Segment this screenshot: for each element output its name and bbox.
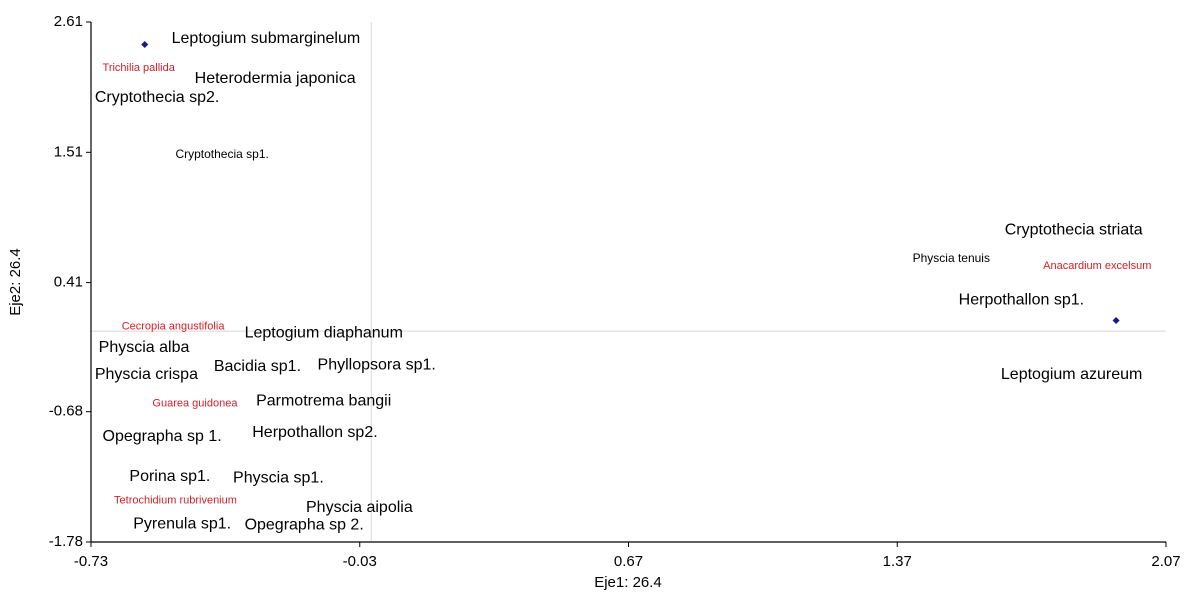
point-label: Heterodermia japonica — [195, 70, 356, 87]
x-tick-label: 2.07 — [1151, 553, 1180, 570]
point — [141, 40, 149, 49]
point-label: Leptogium submarginelum — [172, 30, 361, 47]
point-label: Phyllopsora sp1. — [318, 357, 436, 374]
x-tick-label: -0.03 — [343, 553, 377, 570]
point-label: Physcia alba — [99, 339, 190, 356]
point-label: Herpothallon sp2. — [252, 424, 377, 441]
point-label: Physcia tenuis — [913, 251, 990, 265]
point-label: Bacidia sp1. — [214, 358, 301, 375]
point-label: Pyrenula sp1. — [133, 515, 231, 532]
point-label: Trichilia pallida — [103, 62, 176, 74]
point-label: Anacardium excelsum — [1043, 260, 1151, 272]
point-label: Opegrapha sp 2. — [245, 517, 364, 534]
point — [1112, 316, 1120, 325]
point-label: Cryptothecia striata — [1005, 222, 1143, 239]
point-label: Physcia sp1. — [233, 469, 324, 486]
y-tick-label: 0.41 — [54, 274, 83, 291]
point-label: Leptogium diaphanum — [245, 325, 403, 342]
x-tick-label: 0.67 — [614, 553, 643, 570]
point-label: Physcia crispa — [95, 366, 198, 383]
y-axis-label: Eje2: 26.4 — [7, 248, 24, 316]
point-label: Porina sp1. — [129, 468, 210, 485]
x-tick-label: -0.73 — [74, 553, 108, 570]
point-label: Herpothallon sp1. — [959, 292, 1084, 309]
y-tick-label: 2.61 — [54, 13, 83, 30]
y-tick-label: 1.51 — [54, 143, 83, 160]
point-label: Leptogium azureum — [1001, 366, 1142, 383]
point-label: Cecropia angustifolia — [122, 320, 226, 332]
point-label: Physcia aipolia — [306, 499, 413, 516]
y-tick-label: -0.68 — [49, 403, 83, 420]
point-label: Cryptothecia sp2. — [95, 89, 220, 106]
x-axis-label: Eje1: 26.4 — [594, 574, 662, 591]
point-label: Opegrapha sp 1. — [103, 428, 222, 445]
y-tick-label: -1.78 — [49, 533, 83, 550]
point-label: Parmotrema bangii — [256, 392, 391, 409]
point-label: Tetrochidium rubrivenium — [114, 494, 237, 506]
point-label: Cryptothecia sp1. — [175, 147, 268, 161]
point-label: Guarea guidonea — [152, 397, 238, 409]
x-tick-label: 1.37 — [883, 553, 912, 570]
